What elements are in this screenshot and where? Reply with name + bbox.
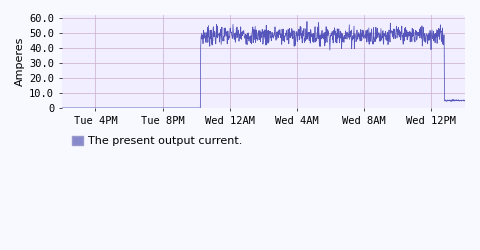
Legend: The present output current.: The present output current.: [67, 132, 247, 151]
Y-axis label: Amperes: Amperes: [15, 37, 25, 86]
